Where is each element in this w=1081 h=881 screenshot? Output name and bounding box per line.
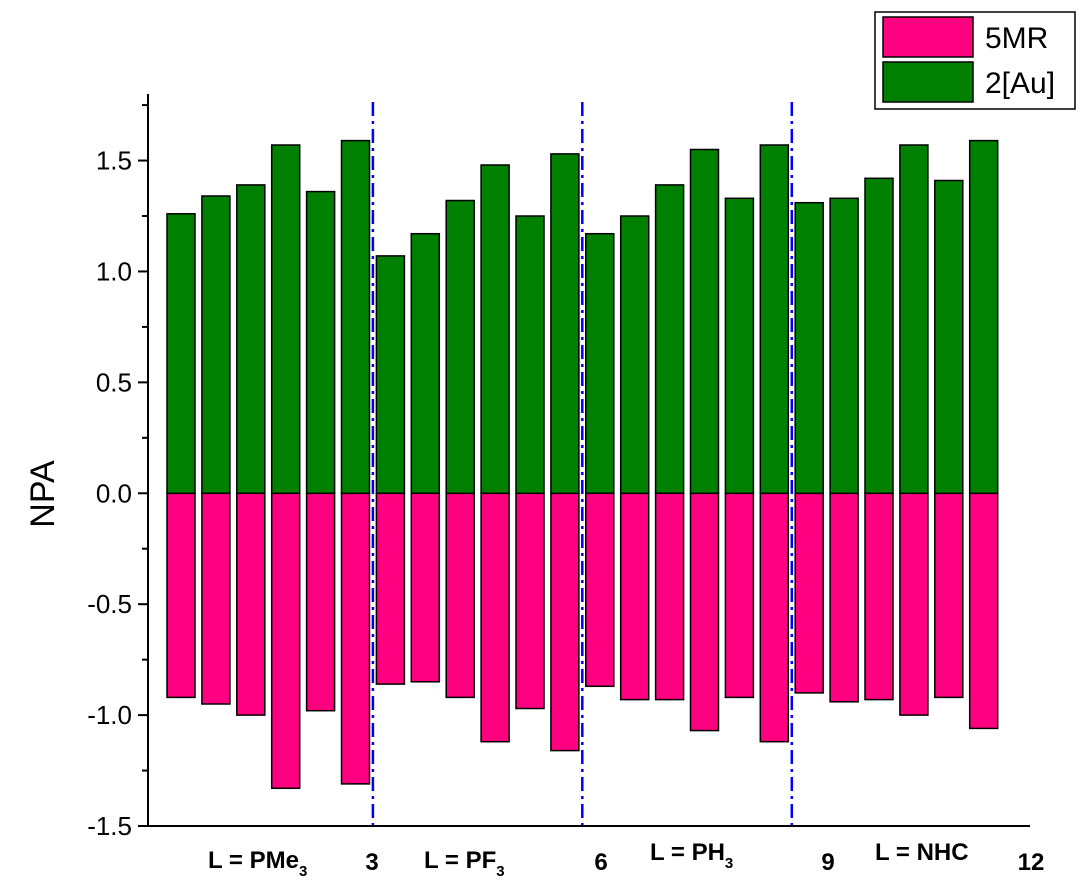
bar-2au-23 — [934, 179, 964, 495]
y-axis: -1.5 -1.0 -0.5 0.0 0.5 1.0 1.5 — [87, 94, 1030, 841]
group-label-subscript: 3 — [725, 855, 733, 872]
bar-2au-13 — [585, 232, 615, 494]
bar-5mr-18 — [759, 492, 790, 743]
legend-swatch-1 — [882, 16, 974, 58]
group-number-1: 3 — [365, 849, 378, 876]
bar-2au-8 — [410, 232, 441, 494]
bar-2au-3 — [236, 184, 266, 494]
bar-5mr-8 — [410, 492, 441, 683]
bar-5mr-4 — [270, 492, 301, 790]
bar-2au-4 — [270, 144, 301, 495]
bar-2au-18 — [759, 144, 790, 495]
y-tick-label: 1.0 — [96, 256, 132, 286]
group-label-4: L = NHC — [875, 839, 969, 866]
bar-2au-14 — [619, 215, 650, 495]
bar-5mr-7 — [375, 492, 406, 685]
bar-2au-16 — [689, 148, 720, 495]
bar-5mr-21 — [864, 492, 894, 701]
y-tick-label: -1.0 — [87, 700, 132, 730]
bars-layer — [166, 139, 999, 790]
bar-5mr-16 — [689, 492, 720, 732]
bar-2au-2 — [201, 195, 231, 494]
group-label-subscript: 3 — [496, 863, 504, 880]
group-number-3: 9 — [821, 849, 834, 876]
y-tick-label: -0.5 — [87, 589, 132, 619]
bar-5mr-22 — [899, 492, 929, 716]
legend: 5MR 2[Au] — [874, 11, 1076, 110]
bar-2au-15 — [654, 184, 685, 494]
bar-5mr-17 — [724, 492, 755, 699]
bar-2au-22 — [899, 144, 929, 495]
group-labels: L = PMe3 3 L = PF3 6 L = PH3 9 L = NHC 12 — [208, 839, 1044, 880]
bar-5mr-2 — [201, 492, 231, 705]
bar-2au-5 — [305, 190, 336, 495]
bar-5mr-3 — [236, 492, 266, 716]
bar-2au-19 — [794, 201, 824, 495]
bar-5mr-12 — [550, 492, 580, 752]
bar-5mr-10 — [480, 492, 510, 743]
bar-5mr-11 — [515, 492, 545, 710]
group-label-subscript: 3 — [299, 863, 307, 880]
bar-2au-10 — [480, 164, 510, 495]
y-tick-label: 0.0 — [96, 478, 132, 508]
group-label-3: L = PH3 — [650, 839, 733, 872]
bar-5mr-13 — [585, 492, 615, 688]
group-number-4: 12 — [1018, 849, 1045, 876]
group-label-1: L = PMe3 — [208, 847, 307, 880]
bar-2au-17 — [724, 197, 755, 495]
bar-5mr-19 — [794, 492, 824, 694]
legend-label-1: 5MR — [985, 22, 1048, 55]
bar-5mr-24 — [968, 492, 999, 730]
bar-2au-9 — [445, 199, 475, 495]
bar-5mr-5 — [305, 492, 336, 712]
bar-5mr-6 — [340, 492, 371, 785]
group-separators — [371, 102, 794, 826]
bar-5mr-1 — [166, 492, 196, 699]
group-label-2: L = PF3 — [424, 847, 505, 880]
bar-2au-7 — [375, 255, 406, 494]
y-axis-title: NPA — [24, 460, 62, 528]
bar-2au-1 — [166, 213, 196, 495]
bar-5mr-14 — [619, 492, 650, 701]
bar-5mr-23 — [934, 492, 964, 699]
legend-label-2: 2[Au] — [985, 67, 1055, 100]
legend-swatch-2 — [882, 61, 974, 103]
bar-2au-11 — [515, 215, 545, 495]
bar-2au-20 — [829, 197, 859, 495]
bar-5mr-9 — [445, 492, 475, 699]
group-number-2: 6 — [594, 849, 607, 876]
y-tick-label: 1.5 — [96, 146, 132, 176]
bar-2au-6 — [340, 139, 371, 495]
y-tick-label: -1.5 — [87, 811, 132, 841]
bar-5mr-20 — [829, 492, 859, 703]
bar-2au-24 — [968, 139, 999, 495]
y-tick-label: 0.5 — [96, 367, 132, 397]
bar-5mr-15 — [654, 492, 685, 701]
bar-2au-21 — [864, 177, 894, 495]
bar-2au-12 — [550, 153, 580, 495]
